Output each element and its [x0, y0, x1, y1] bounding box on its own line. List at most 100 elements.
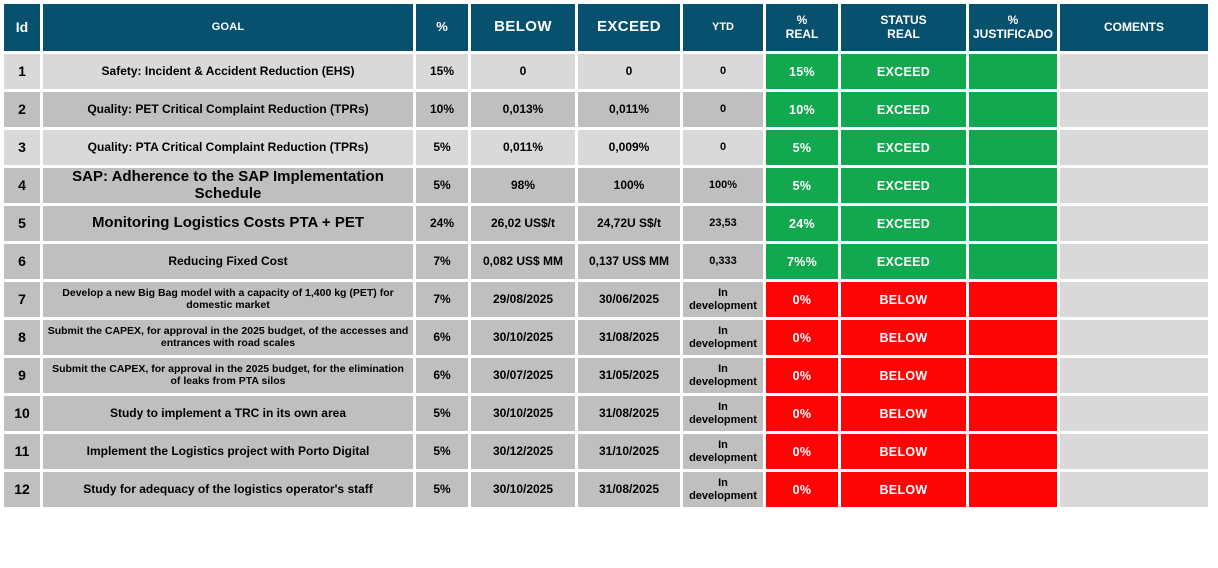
status-real-cell: BELOW	[841, 472, 966, 507]
ytd-cell: In development	[683, 358, 763, 393]
pct-justificado-cell	[969, 282, 1057, 317]
below-cell: 30/07/2025	[471, 358, 575, 393]
pct-justificado-cell	[969, 358, 1057, 393]
comments-cell	[1060, 320, 1208, 355]
below-cell: 0,013%	[471, 92, 575, 127]
pct-justificado-cell	[969, 472, 1057, 507]
pct-justificado-cell	[969, 92, 1057, 127]
pct-real-cell: 24%	[766, 206, 838, 241]
ytd-cell: 23,53	[683, 206, 763, 241]
pct-cell: 6%	[416, 358, 468, 393]
pct-cell: 7%	[416, 244, 468, 279]
ytd-cell: In development	[683, 282, 763, 317]
comments-cell	[1060, 168, 1208, 203]
status-real-cell: EXCEED	[841, 54, 966, 89]
pct-cell: 5%	[416, 396, 468, 431]
pct-real-cell: 10%	[766, 92, 838, 127]
below-cell: 98%	[471, 168, 575, 203]
header-cell-goal: GOAL	[43, 4, 413, 51]
comments-cell	[1060, 282, 1208, 317]
header-cell-pct-real: % REAL	[766, 4, 838, 51]
comments-cell	[1060, 472, 1208, 507]
pct-real-cell: 0%	[766, 358, 838, 393]
comments-cell	[1060, 130, 1208, 165]
below-cell: 0,082 US$ MM	[471, 244, 575, 279]
id-cell: 8	[4, 320, 40, 355]
header-cell-below: BELOW	[471, 4, 575, 51]
id-cell: 5	[4, 206, 40, 241]
ytd-cell: In development	[683, 472, 763, 507]
goal-cell: Study for adequacy of the logistics oper…	[43, 472, 413, 507]
goal-cell: Reducing Fixed Cost	[43, 244, 413, 279]
goal-cell: Study to implement a TRC in its own area	[43, 396, 413, 431]
goal-cell: Submit the CAPEX, for approval in the 20…	[43, 358, 413, 393]
pct-cell: 6%	[416, 320, 468, 355]
pct-justificado-cell	[969, 206, 1057, 241]
status-real-cell: BELOW	[841, 358, 966, 393]
exceed-cell: 0,011%	[578, 92, 680, 127]
below-cell: 30/10/2025	[471, 320, 575, 355]
exceed-cell: 100%	[578, 168, 680, 203]
pct-cell: 7%	[416, 282, 468, 317]
pct-justificado-cell	[969, 320, 1057, 355]
status-real-cell: BELOW	[841, 320, 966, 355]
ytd-cell: In development	[683, 396, 763, 431]
goal-cell: Develop a new Big Bag model with a capac…	[43, 282, 413, 317]
status-real-cell: BELOW	[841, 282, 966, 317]
ytd-cell: 0	[683, 130, 763, 165]
header-cell-status-real: STATUS REAL	[841, 4, 966, 51]
comments-cell	[1060, 206, 1208, 241]
goals-kpi-table: Id GOAL% BELOW EXCEED YTD% REAL STATUS REAL% …	[4, 4, 1208, 507]
pct-real-cell: 0%	[766, 396, 838, 431]
exceed-cell: 31/10/2025	[578, 434, 680, 469]
exceed-cell: 0,009%	[578, 130, 680, 165]
pct-real-cell: 0%	[766, 434, 838, 469]
exceed-cell: 24,72U S$/t	[578, 206, 680, 241]
status-real-cell: BELOW	[841, 396, 966, 431]
goal-cell: Quality: PET Critical Complaint Reductio…	[43, 92, 413, 127]
below-cell: 26,02 US$/t	[471, 206, 575, 241]
pct-real-cell: 0%	[766, 320, 838, 355]
ytd-cell: In development	[683, 320, 763, 355]
pct-cell: 10%	[416, 92, 468, 127]
below-cell: 30/10/2025	[471, 396, 575, 431]
exceed-cell: 31/08/2025	[578, 320, 680, 355]
below-cell: 0	[471, 54, 575, 89]
comments-cell	[1060, 396, 1208, 431]
ytd-cell: 100%	[683, 168, 763, 203]
header-cell-pct-justificado: % JUSTIFICADO	[969, 4, 1057, 51]
status-real-cell: BELOW	[841, 434, 966, 469]
goal-cell: Submit the CAPEX, for approval in the 20…	[43, 320, 413, 355]
pct-justificado-cell	[969, 434, 1057, 469]
comments-cell	[1060, 54, 1208, 89]
exceed-cell: 0,137 US$ MM	[578, 244, 680, 279]
pct-cell: 15%	[416, 54, 468, 89]
pct-real-cell: 15%	[766, 54, 838, 89]
pct-cell: 24%	[416, 206, 468, 241]
exceed-cell: 31/08/2025	[578, 396, 680, 431]
id-cell: 9	[4, 358, 40, 393]
below-cell: 29/08/2025	[471, 282, 575, 317]
goal-cell: Safety: Incident & Accident Reduction (E…	[43, 54, 413, 89]
header-cell-id: Id	[4, 4, 40, 51]
exceed-cell: 31/08/2025	[578, 472, 680, 507]
pct-justificado-cell	[969, 168, 1057, 203]
pct-justificado-cell	[969, 244, 1057, 279]
pct-real-cell: 0%	[766, 472, 838, 507]
id-cell: 4	[4, 168, 40, 203]
id-cell: 1	[4, 54, 40, 89]
pct-real-cell: 5%	[766, 130, 838, 165]
pct-justificado-cell	[969, 396, 1057, 431]
status-real-cell: EXCEED	[841, 206, 966, 241]
goal-cell: Quality: PTA Critical Complaint Reductio…	[43, 130, 413, 165]
ytd-cell: In development	[683, 434, 763, 469]
below-cell: 0,011%	[471, 130, 575, 165]
below-cell: 30/12/2025	[471, 434, 575, 469]
pct-justificado-cell	[969, 130, 1057, 165]
below-cell: 30/10/2025	[471, 472, 575, 507]
goal-cell: SAP: Adherence to the SAP Implementation…	[43, 168, 413, 203]
pct-cell: 5%	[416, 130, 468, 165]
status-real-cell: EXCEED	[841, 168, 966, 203]
pct-cell: 5%	[416, 472, 468, 507]
comments-cell	[1060, 92, 1208, 127]
